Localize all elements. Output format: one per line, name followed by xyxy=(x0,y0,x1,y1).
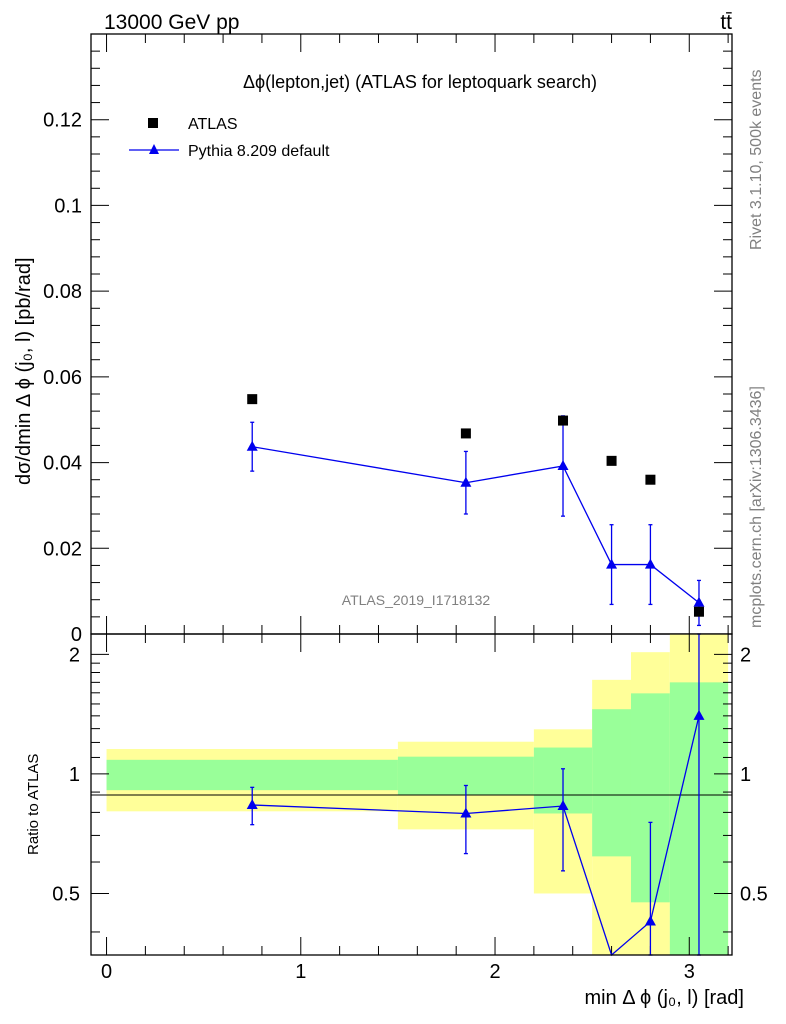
main-y-tick-labels: 0 0.02 0.04 0.06 0.08 0.1 0.12 xyxy=(43,110,82,646)
legend-atlas-marker xyxy=(148,118,158,128)
ratio-y-axis-label: Ratio to ATLAS xyxy=(25,754,42,855)
main-y-tick-label: 0 xyxy=(71,624,82,646)
main-y-axis-label: dσ/dmin Δ ϕ (j₀, l) [pb/rad] xyxy=(13,258,35,486)
ratio-band-green xyxy=(106,759,398,791)
ratio-pythia-point xyxy=(644,915,656,926)
ratio-y-tick-label: 1 xyxy=(69,764,80,786)
ratio-y-tick-labels: 0.5 0.5 1 1 2 2 xyxy=(52,644,768,905)
ratio-x-tick-label: 1 xyxy=(295,961,306,983)
ratio-y-tick-label-right: 0.5 xyxy=(740,883,768,905)
ratio-x-tick-label: 2 xyxy=(489,961,500,983)
rivet-version-label: Rivet 3.1.10, 500k events xyxy=(748,69,765,250)
pythia-point xyxy=(693,596,705,607)
main-axis-ticks xyxy=(91,34,732,635)
ratio-y-tick-label-right: 1 xyxy=(740,764,751,786)
ratio-pythia-point xyxy=(460,807,472,818)
main-title: Δϕ(lepton,jet) (ATLAS for leptoquark sea… xyxy=(243,72,597,92)
ratio-x-tick-label: 0 xyxy=(101,961,112,983)
atlas-point xyxy=(606,455,617,466)
legend-pythia-marker xyxy=(149,144,159,154)
pythia-point xyxy=(460,476,472,487)
atlas-point xyxy=(645,474,656,485)
header-process-label: tt̄ xyxy=(720,11,732,34)
ratio-y-tick-label: 0.5 xyxy=(52,883,80,905)
header-energy-label: 13000 GeV pp xyxy=(104,11,239,34)
legend-pythia-label: Pythia 8.209 default xyxy=(188,143,330,160)
atlas-point xyxy=(693,606,704,617)
pythia-point xyxy=(246,440,258,451)
main-y-tick-label: 0.04 xyxy=(43,453,82,475)
main-y-tick-label: 0.08 xyxy=(43,281,82,303)
ratio-x-tick-label: 3 xyxy=(684,961,695,983)
main-panel: 0 0.02 0.04 0.06 0.08 0.1 0.12 Δϕ(lepton,jet) … xyxy=(13,33,733,646)
ratio-pythia-point xyxy=(693,709,705,720)
main-series xyxy=(246,394,705,627)
main-y-tick-label: 0.06 xyxy=(43,367,82,389)
analysis-watermark: ATLAS_2019_I1718132 xyxy=(342,592,491,608)
ratio-band-green xyxy=(592,709,631,857)
main-y-tick-label: 0.1 xyxy=(54,195,82,217)
atlas-point xyxy=(558,415,569,426)
ratio-x-tick-labels: 0 1 2 3 xyxy=(101,961,695,983)
main-y-tick-label: 0.12 xyxy=(43,110,82,132)
ratio-y-tick-label-right: 2 xyxy=(740,644,751,666)
atlas-point xyxy=(247,394,258,405)
legend: ATLAS Pythia 8.209 default xyxy=(129,116,330,160)
ratio-panel: 0.5 0.5 1 1 2 2 0 1 2 3 Ratio to ATLAS min Δ ϕ (… xyxy=(25,633,768,1009)
ratio-pythia-line xyxy=(252,715,700,957)
pythia-point xyxy=(606,558,618,569)
ratio-y-tick-label: 2 xyxy=(69,644,80,666)
ratio-pythia-point xyxy=(557,800,569,811)
ratio-x-axis-label: min Δ ϕ (j₀, l) [rad] xyxy=(584,987,744,1009)
ratio-frame xyxy=(90,633,733,956)
mcplots-reference-label: mcplots.cern.ch [arXiv:1306.3436] xyxy=(748,386,765,628)
ratio-series xyxy=(246,633,705,957)
pythia-point xyxy=(644,558,656,569)
ratio-pythia-point xyxy=(246,799,258,810)
pythia-point xyxy=(557,460,569,470)
pythia-series-line xyxy=(252,446,700,604)
atlas-point xyxy=(460,428,471,439)
main-y-tick-label: 0.02 xyxy=(43,538,82,560)
legend-atlas-label: ATLAS xyxy=(188,116,238,133)
